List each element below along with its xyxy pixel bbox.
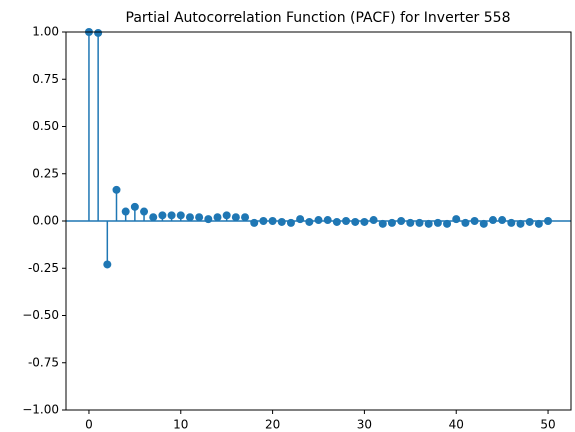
stem-marker <box>185 213 194 222</box>
y-tick-label: 1.00 <box>32 25 59 39</box>
y-tick-label: 0.75 <box>32 72 59 86</box>
stem-marker <box>121 207 130 216</box>
stem-marker <box>534 219 543 228</box>
y-tick-label: −1.00 <box>22 403 59 417</box>
stem-marker <box>369 216 378 225</box>
stem-marker <box>488 216 497 225</box>
plot-frame <box>65 31 572 411</box>
stem-marker <box>332 217 341 226</box>
x-tick-label: 20 <box>265 418 280 432</box>
stem-marker <box>323 216 332 225</box>
stem-marker <box>415 218 424 227</box>
stem-marker <box>176 211 185 220</box>
stem-marker <box>525 217 534 226</box>
stem-marker <box>351 217 360 226</box>
stem-marker <box>387 218 396 227</box>
stem-marker <box>443 219 452 228</box>
stem-marker <box>360 217 369 226</box>
stem-marker <box>149 213 158 222</box>
stem-marker <box>167 211 176 220</box>
stem-marker <box>286 218 295 227</box>
stem-marker <box>470 217 479 225</box>
stem-marker <box>250 218 259 227</box>
stem-marker <box>305 217 314 226</box>
stem-marker <box>94 28 103 37</box>
stem-marker <box>231 213 240 222</box>
stem-marker <box>507 218 516 227</box>
stem-marker <box>268 217 277 225</box>
stem-marker <box>424 219 433 228</box>
stem-marker <box>378 219 387 228</box>
stem-marker <box>461 218 470 227</box>
chart-title: Partial Autocorrelation Function (PACF) … <box>126 10 511 26</box>
stem-marker <box>103 260 112 269</box>
stem-marker <box>222 211 231 220</box>
stem-marker <box>498 216 507 225</box>
stem-marker <box>544 217 553 225</box>
stem-marker <box>342 217 351 225</box>
stem-marker <box>314 216 323 225</box>
stem-marker <box>433 218 442 227</box>
stem-marker <box>397 217 406 225</box>
y-tick-label: 0.25 <box>32 166 59 180</box>
stem-marker <box>130 202 139 211</box>
stem-marker <box>213 213 222 222</box>
stem-marker <box>241 213 250 222</box>
stem-marker <box>479 219 488 228</box>
y-tick-label: -0.25 <box>28 261 59 275</box>
x-tick-label: 0 <box>85 418 93 432</box>
stem-marker <box>516 219 525 228</box>
stem-marker <box>406 218 415 227</box>
y-tick-label: -0.75 <box>28 355 59 369</box>
y-tick-label: 0.00 <box>32 214 59 228</box>
stem-marker <box>452 215 461 224</box>
y-tick-label: −0.50 <box>22 308 59 322</box>
x-tick-label: 30 <box>357 418 372 432</box>
stem-marker <box>277 217 286 226</box>
stem-marker <box>195 213 204 222</box>
x-tick-label: 40 <box>449 418 464 432</box>
stem-marker <box>204 215 213 224</box>
stem-marker <box>296 215 305 224</box>
stem-marker <box>158 211 167 220</box>
y-tick-label: 0.50 <box>32 119 59 133</box>
x-tick-label: 10 <box>173 418 188 432</box>
stem-marker <box>259 217 268 225</box>
stem-marker <box>140 207 149 216</box>
stem-marker <box>112 185 121 194</box>
x-tick-label: 50 <box>540 418 555 432</box>
